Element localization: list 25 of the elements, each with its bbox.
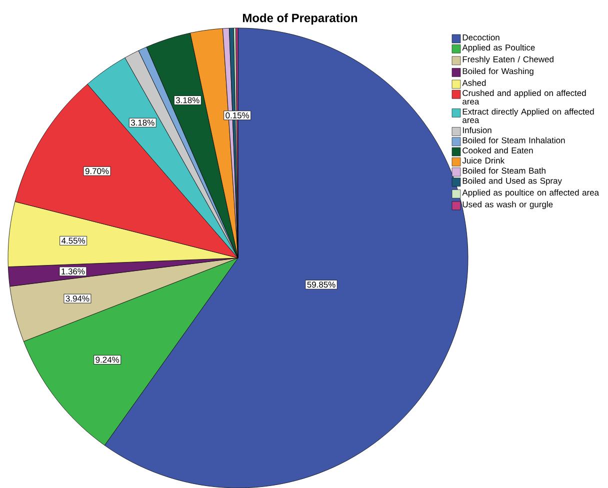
data-label: 9.70%	[85, 168, 109, 174]
legend-label: Applied as Poultice	[462, 44, 535, 52]
data-label: 3.18%	[130, 120, 154, 126]
data-label: 3.18%	[176, 97, 200, 104]
legend-label: Boiled for Washing	[462, 68, 534, 76]
legend-label: Freshly Eaten / Chewed	[462, 56, 554, 64]
legend-label: Boiled for Steam Bath	[462, 167, 546, 174]
legend-label: Boiled for Steam Inhalation	[462, 136, 565, 144]
legend-label: Boiled and Used as Spray	[462, 177, 562, 186]
legend-label: Infusion	[462, 126, 492, 134]
data-label: 1.36%	[62, 268, 85, 274]
data-label: 59.85%	[307, 282, 336, 288]
legend-label: Crushed and applied on affected area	[462, 90, 586, 104]
data-label: 3.94%	[66, 295, 90, 302]
legend-label: Ashed	[462, 80, 486, 86]
legend-label: Decoction	[462, 34, 500, 40]
data-label: 9.24%	[96, 356, 120, 363]
legend-label: Cooked and Eaten	[462, 147, 533, 154]
data-label: 4.55%	[61, 238, 86, 244]
data-label: 0.15%	[226, 112, 250, 118]
chart-title: Mode of Preparation	[243, 13, 358, 24]
legend-label: Extract directly Applied on affected area	[462, 108, 594, 123]
legend-label: Applied as poultice on affected area	[462, 189, 600, 198]
legend-label: Juice Drink	[462, 157, 505, 164]
legend-label: Used as wash or gurgle	[462, 201, 553, 209]
